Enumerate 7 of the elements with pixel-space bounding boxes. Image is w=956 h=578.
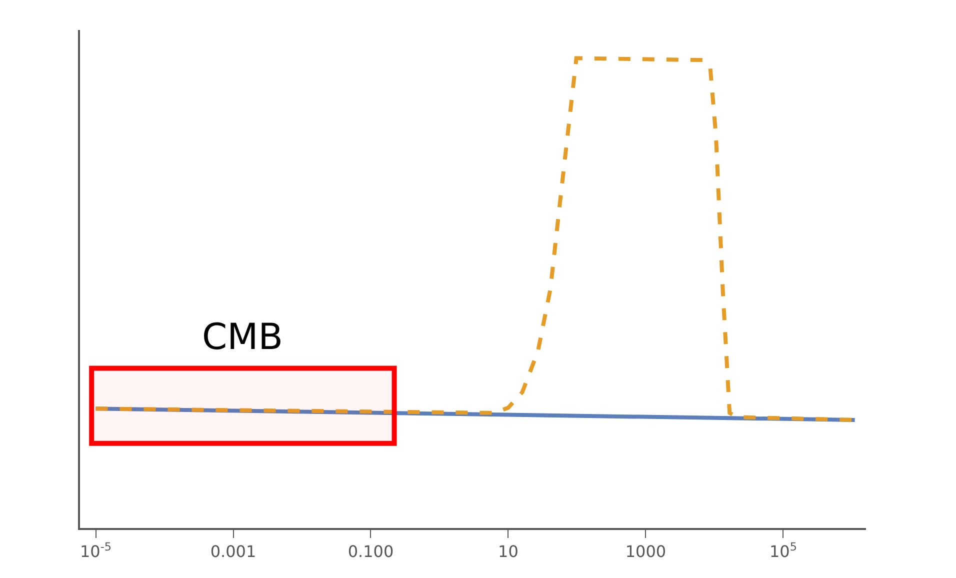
x-tick-label: 10: [498, 542, 518, 562]
x-tick-label: 10$^{-5}$: [80, 540, 112, 562]
x-tick-label: 0.100: [348, 542, 394, 562]
band-label: CMB: [202, 317, 283, 358]
x-tick-label: 1000: [625, 542, 666, 562]
x-tick-label: 10$^{5}$: [769, 540, 797, 562]
x-tick-label: 0.001: [210, 542, 256, 562]
